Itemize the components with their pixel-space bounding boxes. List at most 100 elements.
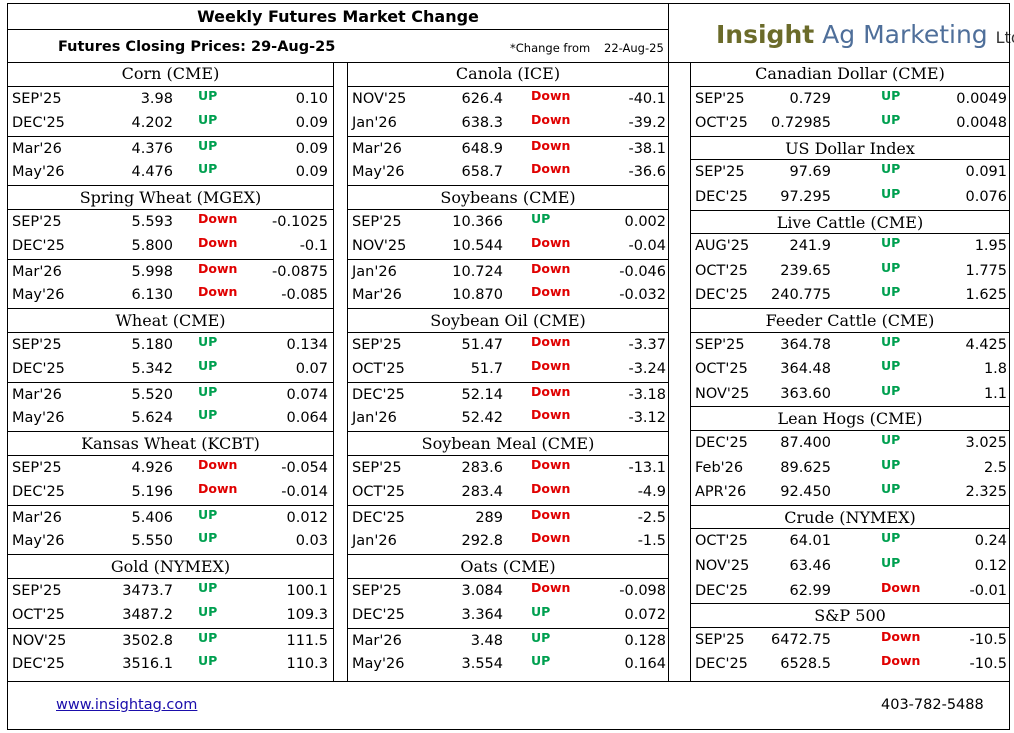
contract-month: OCT'25 [352, 361, 405, 378]
weekly-change: 1.775 [965, 262, 1007, 279]
market-section: Lean Hogs (CME) DEC'25 87.400 UP 3.025 Feb'26… [691, 406, 1009, 504]
closing-price: 52.42 [461, 410, 503, 427]
direction-indicator: UP [881, 530, 901, 546]
col2-right-edge [668, 62, 669, 681]
change-from-date: 22-Aug-25 [604, 41, 664, 55]
direction-indicator: UP [881, 554, 901, 570]
direction-indicator: UP [881, 456, 901, 472]
weekly-change: 1.1 [983, 385, 1007, 402]
website-link[interactable]: www.insightag.com [56, 697, 198, 713]
contract-month: SEP'25 [12, 582, 62, 599]
section-title: S&P 500 [691, 603, 1009, 628]
direction-indicator: Down [881, 628, 921, 644]
weekly-change: -13.1 [628, 459, 666, 476]
section-title: Corn (CME) [8, 62, 333, 87]
table-row: DEC'25 62.99 Down -0.01 [691, 579, 1009, 604]
direction-indicator: UP [531, 210, 551, 226]
weekly-change: -0.1025 [272, 213, 328, 230]
table-row: DEC'25 4.202 UP 0.09 [8, 111, 333, 136]
direction-indicator: UP [198, 653, 218, 669]
column-grains: Corn (CME) SEP'25 3.98 UP 0.10 DEC'25 4.202 UP 0… [8, 62, 333, 681]
weekly-change: -10.5 [969, 656, 1007, 673]
direction-indicator: Down [531, 481, 571, 497]
market-section: Corn (CME) SEP'25 3.98 UP 0.10 DEC'25 4.202 UP 0… [8, 62, 333, 185]
market-section: US Dollar Index SEP'25 97.69 UP 0.091 DEC'25 9… [691, 135, 1009, 210]
table-row: OCT'25 283.4 Down -4.9 [348, 480, 668, 505]
direction-indicator: UP [881, 382, 901, 398]
table-row: Jan'26 10.724 Down -0.046 [348, 258, 668, 284]
closing-price: 4.376 [131, 140, 173, 157]
direction-indicator: Down [198, 284, 238, 300]
closing-price: 241.9 [789, 238, 831, 255]
closing-price: 283.4 [461, 484, 503, 501]
table-row: SEP'25 10.366 UP 0.002 [348, 210, 668, 235]
closing-price: 5.550 [131, 533, 173, 550]
section-title: Gold (NYMEX) [8, 554, 333, 579]
closing-price: 5.342 [131, 361, 173, 378]
closing-price: 10.544 [452, 238, 503, 255]
contract-month: May'26 [352, 656, 405, 673]
closing-price: 6472.75 [771, 631, 831, 648]
table-row: Jan'26 292.8 Down -1.5 [348, 529, 668, 554]
header-divider [668, 3, 669, 62]
direction-indicator: UP [198, 161, 218, 177]
direction-indicator: UP [881, 259, 901, 275]
direction-indicator: Down [531, 235, 571, 251]
section-title: Soybeans (CME) [348, 185, 668, 210]
col3-left-edge [690, 62, 691, 681]
weekly-change: -2.5 [637, 509, 666, 526]
contract-month: May'26 [12, 410, 65, 427]
table-row: May'26 4.476 UP 0.09 [8, 160, 333, 185]
direction-indicator: UP [881, 431, 901, 447]
change-from-label: *Change from [510, 41, 591, 55]
direction-indicator: UP [198, 333, 218, 349]
table-row: Mar'26 3.48 UP 0.128 [348, 627, 668, 653]
closing-price: 4.926 [131, 459, 173, 476]
direction-indicator: Down [531, 284, 571, 300]
closing-price: 5.196 [131, 484, 173, 501]
direction-indicator: UP [198, 604, 218, 620]
frame-left [7, 3, 8, 730]
closing-price: 658.7 [461, 164, 503, 181]
section-title: Canadian Dollar (CME) [691, 62, 1009, 87]
weekly-change: 0.002 [624, 213, 666, 230]
weekly-change: -0.1 [299, 238, 328, 255]
weekly-change: 111.5 [286, 632, 328, 649]
direction-indicator: UP [531, 653, 551, 669]
phone-number: 403-782-5488 [881, 697, 984, 713]
market-section: Soybean Oil (CME) SEP'25 51.47 Down -3.37 OCT… [348, 308, 668, 431]
table-row: SEP'25 3.98 UP 0.10 [8, 87, 333, 112]
table-row: DEC'25 87.400 UP 3.025 [691, 431, 1009, 456]
closing-price: 89.625 [780, 459, 831, 476]
contract-month: SEP'25 [695, 90, 745, 107]
weekly-change: 0.09 [295, 140, 328, 157]
weekly-change: 0.076 [965, 188, 1007, 205]
table-row: OCT'25 364.48 UP 1.8 [691, 357, 1009, 382]
direction-indicator: Down [198, 210, 238, 226]
table-row: NOV'25 10.544 Down -0.04 [348, 234, 668, 259]
contract-month: DEC'25 [695, 188, 748, 205]
logo-word-insight: Insight [716, 20, 815, 49]
section-title: Oats (CME) [348, 554, 668, 579]
table-row: APR'26 92.450 UP 2.325 [691, 480, 1009, 505]
direction-indicator: UP [881, 87, 901, 103]
section-title: Live Cattle (CME) [691, 209, 1009, 235]
closing-price: 6.130 [131, 287, 173, 304]
closing-price: 10.366 [452, 213, 503, 230]
section-title: Canola (ICE) [348, 62, 668, 87]
weekly-change: 3.025 [965, 434, 1007, 451]
contract-month: OCT'25 [12, 607, 65, 624]
contract-month: NOV'25 [352, 90, 407, 107]
contract-month: Jan'26 [352, 410, 397, 427]
weekly-change: 4.425 [965, 336, 1007, 353]
table-row: SEP'25 4.926 Down -0.054 [8, 456, 333, 481]
table-row: DEC'25 5.196 Down -0.014 [8, 480, 333, 505]
contract-month: DEC'25 [12, 656, 65, 673]
direction-indicator: Down [531, 456, 571, 472]
weekly-change: 1.625 [965, 287, 1007, 304]
contract-month: Mar'26 [12, 263, 62, 280]
table-row: May'26 658.7 Down -36.6 [348, 160, 668, 185]
contract-month: May'26 [352, 164, 405, 181]
table-row: DEC'25 5.800 Down -0.1 [8, 234, 333, 259]
weekly-change: 0.012 [286, 509, 328, 526]
